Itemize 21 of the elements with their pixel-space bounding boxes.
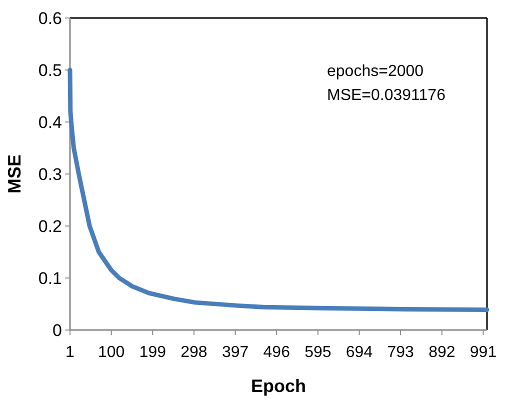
x-tick-label: 694 [346,344,373,361]
x-tick-label: 595 [304,344,332,361]
annotation: epochs=2000 MSE=0.0391176 [327,63,446,104]
y-tick-label: 0.3 [38,164,62,184]
x-tick-label: 892 [428,344,456,361]
x-axis-title: Epoch [250,376,306,396]
x-tick-label: 496 [263,344,290,361]
y-tick-label: 0.6 [38,8,62,28]
x-tick-label: 100 [98,344,125,361]
y-tick-label: 0.2 [38,216,62,236]
x-tick-label: 793 [387,344,414,361]
y-tick-label: 0.4 [38,112,62,132]
x-tick-label: 1 [66,344,75,361]
y-axis-title: MSE [4,154,24,194]
x-tick-label: 397 [222,344,249,361]
x-tick-label: 199 [139,344,166,361]
x-tick-label: 991 [470,344,497,361]
x-tick-label: 298 [180,344,208,361]
y-tick-label: 0.5 [38,60,62,80]
y-tick-label: 0 [52,320,62,340]
y-tick-label: 0.1 [38,268,62,288]
